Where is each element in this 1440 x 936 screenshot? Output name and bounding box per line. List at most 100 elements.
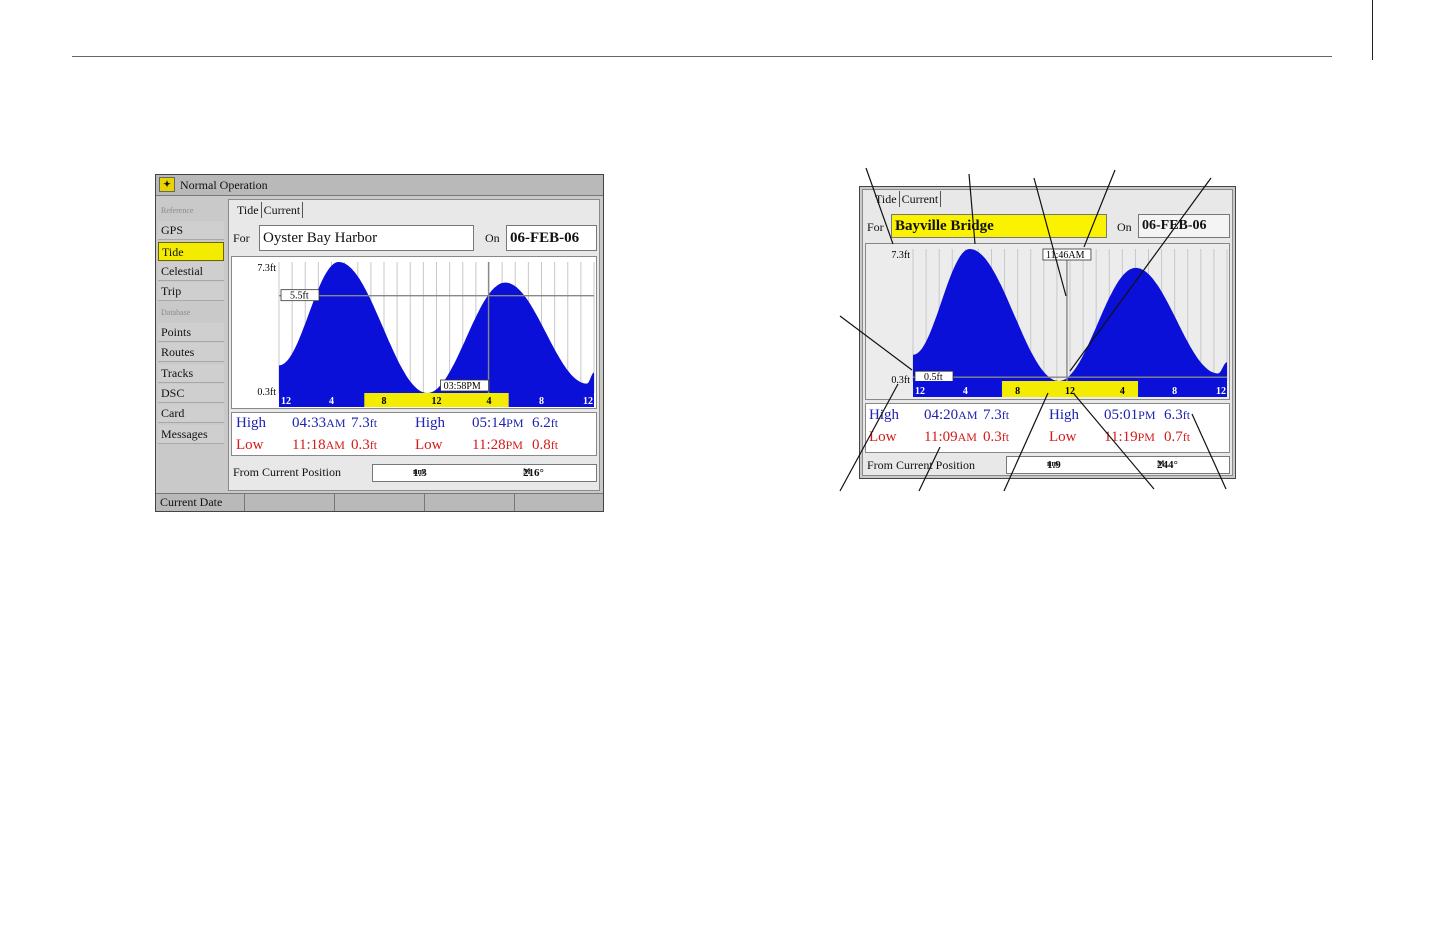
daylight-bar [364, 393, 509, 407]
high2-unit: ft [550, 416, 559, 430]
high1-time-value: 04:20 [924, 407, 959, 423]
page-top-rule [72, 56, 1332, 57]
sidebar-item-tracks[interactable]: Tracks [158, 363, 224, 383]
high-label: High [236, 415, 266, 431]
window-title: Normal Operation [180, 178, 268, 192]
bearing-unit: M [523, 467, 531, 476]
high2-time-value: 05:01 [1104, 407, 1139, 423]
low2-unit: ft [550, 438, 559, 452]
low1-unit: ft [369, 438, 378, 452]
cursor-time-box [440, 379, 489, 392]
time-tick-label: 4 [329, 396, 334, 407]
sidebar-item-points[interactable]: Points [158, 323, 224, 343]
low1-height: 0.3ft [983, 429, 1009, 446]
from-current-position-label: From Current Position [233, 465, 342, 479]
tab-current[interactable]: Current [900, 191, 942, 207]
daylight-bar [1001, 381, 1139, 397]
low2-ampm: PM [505, 438, 523, 452]
time-tick-label: 12 [1065, 386, 1075, 397]
softkey-current-date[interactable]: Current Date [156, 494, 245, 511]
low1-height-value: 0.3 [983, 429, 1002, 445]
sidebar-item-messages[interactable]: Messages [158, 424, 224, 444]
softkey-blank-2[interactable] [245, 494, 335, 511]
tab-bar: Tide Current [235, 202, 304, 218]
tide-extremes-table: High 04:20AM 7.3ft High 05:01PM 6.3ft Lo… [865, 403, 1230, 453]
tab-tide[interactable]: Tide [873, 191, 900, 207]
high-label: High [869, 407, 899, 423]
cursor-height-box [280, 289, 320, 302]
y-axis-max-label: 7.3ft [257, 263, 276, 274]
y-axis-min-label: 0.3ft [257, 387, 276, 398]
for-label: For [867, 220, 884, 234]
cursor-time-label: 03:58PM [444, 381, 481, 392]
time-tick-label: 4 [487, 396, 492, 407]
station-field[interactable]: Oyster Bay Harbor [259, 225, 474, 251]
low2-time-value: 11:28 [472, 437, 506, 453]
bearing-unit: M [1157, 459, 1165, 468]
callout-line-noon-mark [1073, 393, 1155, 490]
high2-unit: ft [1182, 408, 1191, 422]
high1-ampm: AM [326, 416, 346, 430]
time-tick-label: 8 [382, 396, 387, 407]
tide-curve-area [913, 249, 1227, 381]
distance-number: 1.9 [1047, 459, 1061, 471]
high2-time-value: 05:14 [472, 415, 507, 431]
distance-bearing-field: 1.3 nm 216° M [372, 464, 597, 482]
low1-time-value: 11:09 [924, 429, 958, 445]
callout-line-cursor-height [839, 315, 913, 371]
table-row-low: Low 11:09AM 0.3ft Low 11:19PM 0.7ft [866, 429, 1229, 451]
date-field[interactable]: 06-FEB-06 [1138, 214, 1230, 238]
high1-height: 7.3ft [983, 407, 1009, 424]
softkey-blank-3[interactable] [335, 494, 425, 511]
high1-time-value: 04:33 [292, 415, 327, 431]
callout-line-daylight-bar [1003, 392, 1049, 492]
bearing-number: 216° [523, 467, 544, 479]
cursor-time-label: 11:46AM [1046, 250, 1085, 261]
time-tick-label: 12 [281, 396, 291, 407]
high1-height: 7.3ft [351, 415, 377, 432]
softkey-blank-4[interactable] [425, 494, 515, 511]
tide-graph[interactable]: 7.3ft 0.3ft 0.5ft 11:46AM 12 4 8 12 4 8 12 [865, 243, 1230, 400]
time-tick-label: 12 [915, 386, 925, 397]
high1-unit: ft [1001, 408, 1010, 422]
station-field[interactable]: Bayville Bridge [891, 214, 1107, 238]
date-field[interactable]: 06-FEB-06 [506, 225, 597, 251]
time-tick-label: 8 [539, 396, 544, 407]
high2-height-value: 6.3 [1164, 407, 1183, 423]
high-label-2: High [1049, 407, 1079, 423]
callout-line-min-height [839, 383, 899, 492]
tab-tide[interactable]: Tide [235, 202, 262, 218]
from-current-position-label: From Current Position [867, 458, 976, 472]
sidebar-item-tide[interactable]: Tide [158, 241, 224, 261]
callout-line-cursor [1033, 177, 1067, 297]
high2-height: 6.3ft [1164, 407, 1190, 424]
sidebar-item-routes[interactable]: Routes [158, 343, 224, 363]
low1-time-value: 11:18 [292, 437, 326, 453]
low2-height: 0.7ft [1164, 429, 1190, 446]
sidebar-item-celestial[interactable]: Celestial [158, 262, 224, 282]
tide-graph[interactable]: 7.3ft 0.3ft 5.5ft 03:58PM 12 4 8 12 4 8 12 [231, 256, 597, 409]
sidebar-header-database: Database [161, 307, 191, 317]
callout-line-low-point [1069, 177, 1212, 372]
sidebar-item-card[interactable]: Card [158, 404, 224, 424]
sidebar: Reference GPS Tide Celestial Trip Databa… [158, 201, 224, 445]
tide-panel: Tide Current For Oyster Bay Harbor On 06-… [228, 199, 600, 491]
high2-ampm: PM [506, 416, 524, 430]
tab-current[interactable]: Current [262, 202, 304, 218]
distance-number: 1.3 [413, 467, 427, 479]
low1-height: 0.3ft [351, 437, 377, 454]
sidebar-item-trip[interactable]: Trip [158, 282, 224, 302]
tide-screen-normal-operation: ✦ Normal Operation Reference GPS Tide Ce… [155, 174, 604, 512]
distance-unit: nm [413, 467, 425, 476]
bearing-number: 244° [1157, 459, 1178, 471]
low2-height-value: 0.7 [1164, 429, 1183, 445]
low2-time: 11:28PM [472, 437, 523, 454]
sidebar-item-gps[interactable]: GPS [158, 221, 224, 241]
sidebar-item-dsc[interactable]: DSC [158, 384, 224, 404]
callout-line-max-height [865, 167, 894, 245]
time-tick-label: 4 [963, 386, 968, 397]
low-label: Low [236, 437, 264, 453]
high1-height-value: 7.3 [983, 407, 1002, 423]
